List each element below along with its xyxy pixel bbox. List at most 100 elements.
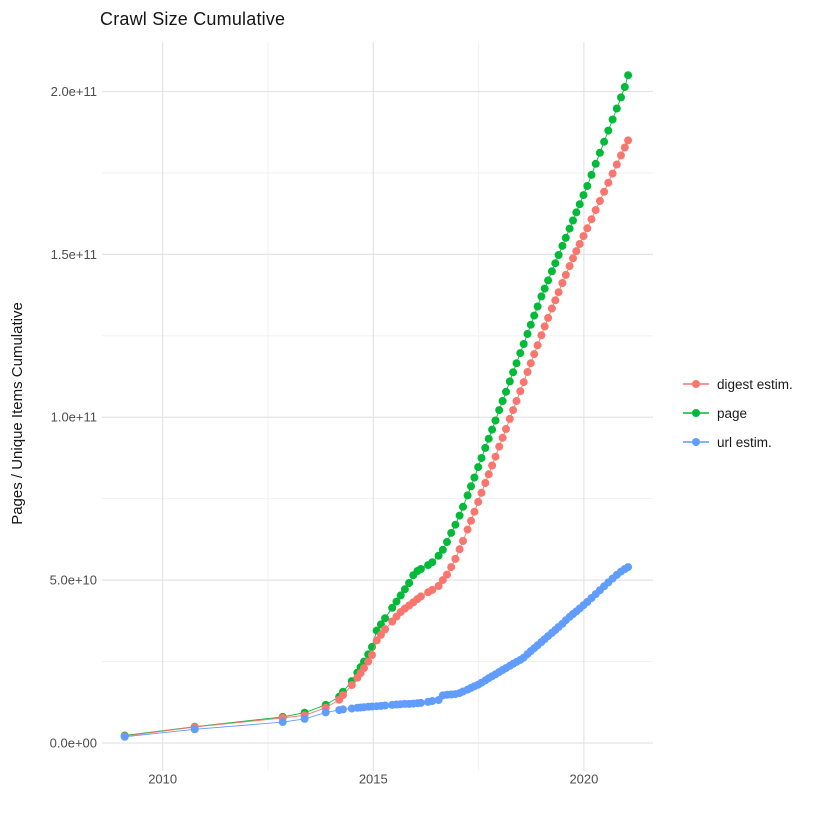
series-point-page	[470, 473, 479, 482]
series-point-digest-estim	[523, 368, 532, 376]
series-point-page	[620, 83, 629, 91]
series-point-page	[434, 551, 443, 560]
series-point-url-estim	[190, 725, 199, 734]
series-point-digest-estim	[368, 651, 376, 659]
series-point-page	[396, 591, 405, 600]
legend-key-url-estim	[683, 438, 709, 446]
series-point-digest-estim	[428, 585, 437, 594]
series-point-page	[523, 329, 532, 338]
y-tick-label: 1.0e+11	[51, 410, 97, 425]
series-point-page	[583, 182, 592, 190]
series-point-page	[505, 377, 514, 386]
series-point-page	[591, 159, 600, 168]
series-point-page	[533, 302, 542, 311]
series-point-digest-estim	[364, 657, 373, 666]
series-point-page	[467, 482, 475, 491]
series-point-digest-estim	[561, 270, 570, 279]
series-point-digest-estim	[547, 304, 556, 313]
series-point-page	[491, 416, 500, 425]
series-point-digest-estim	[516, 387, 525, 396]
series-point-page	[474, 463, 483, 472]
series-point-digest-estim	[551, 296, 560, 305]
series-point-digest-estim	[484, 470, 493, 479]
series-point-page	[540, 284, 549, 293]
series-point-page	[481, 443, 490, 452]
series-point-digest-estim	[537, 331, 546, 340]
series-point-digest-estim	[579, 232, 588, 241]
series-point-page	[381, 614, 390, 623]
series-point-page	[547, 267, 556, 276]
series-point-page	[388, 603, 397, 612]
series-point-page	[526, 320, 535, 329]
series-point-page	[443, 538, 451, 546]
series-point-page	[502, 387, 510, 396]
series-point-digest-estim	[583, 224, 592, 233]
series-point-digest-estim	[451, 554, 460, 563]
y-tick-label: 0.0e+00	[50, 735, 97, 750]
series-point-digest-estim	[434, 582, 443, 590]
series-point-page	[438, 545, 447, 554]
series-point-page	[575, 200, 584, 209]
series-point-page	[604, 126, 613, 135]
series-point-page	[400, 585, 409, 594]
series-point-digest-estim	[491, 452, 500, 461]
series-point-digest-estim	[347, 681, 356, 689]
series-point-page	[565, 224, 574, 233]
series-point-digest-estim	[509, 406, 518, 415]
series-point-page	[587, 170, 596, 179]
series-point-page	[498, 397, 507, 405]
series-point-page	[512, 359, 521, 368]
series-point-digest-estim	[554, 288, 563, 297]
series-point-digest-estim	[360, 664, 368, 673]
series-point-page	[600, 137, 609, 146]
series-point-page	[519, 340, 528, 348]
series-point-digest-estim	[502, 425, 510, 433]
series-point-url-estim	[381, 701, 390, 710]
series-point-page	[572, 208, 581, 217]
legend-key-digest-estim	[683, 380, 709, 388]
series-point-page	[392, 597, 401, 606]
legend-label-url-estim: url estim.	[717, 434, 772, 450]
series-point-page	[595, 148, 604, 157]
legend-item-url-estim: url estim.	[681, 432, 793, 452]
series-point-digest-estim	[470, 507, 479, 516]
legend-label-digest-estim: digest estim.	[717, 376, 793, 392]
series-point-digest-estim	[376, 630, 385, 639]
series-point-page	[477, 454, 486, 462]
series-point-digest-estim	[587, 215, 596, 224]
legend: digest estim. page url estim.	[681, 374, 793, 461]
series-point-digest-estim	[575, 240, 584, 248]
series-point-page	[608, 115, 617, 124]
series-point-page	[561, 233, 570, 242]
series-point-digest-estim	[381, 625, 390, 634]
panel-background	[102, 42, 653, 771]
series-point-url-estim	[300, 714, 309, 723]
series-point-page	[558, 241, 567, 250]
series-point-digest-estim	[604, 178, 613, 187]
series-point-digest-estim	[558, 279, 567, 287]
x-tick-label: 2015	[359, 772, 388, 787]
series-point-page	[428, 558, 437, 567]
legend-item-digest-estim: digest estim.	[681, 374, 793, 394]
series-point-page	[484, 434, 493, 443]
series-point-url-estim	[120, 732, 129, 741]
series-point-page	[530, 311, 539, 320]
series-point-url-estim	[624, 563, 633, 572]
series-point-digest-estim	[481, 479, 490, 487]
series-point-page	[551, 259, 560, 268]
series-point-digest-estim	[512, 397, 521, 405]
series-point-page	[459, 502, 467, 511]
legend-label-page: page	[717, 405, 748, 421]
series-point-page	[554, 251, 563, 259]
series-point-digest-estim	[591, 206, 600, 215]
series-point-digest-estim	[477, 488, 486, 497]
series-point-digest-estim	[416, 592, 425, 601]
series-point-page	[416, 565, 425, 573]
series-point-page	[463, 491, 472, 500]
series-point-digest-estim	[519, 378, 528, 387]
series-point-digest-estim	[600, 187, 609, 196]
series-point-page	[617, 93, 625, 102]
chart-title: Crawl Size Cumulative	[100, 9, 286, 29]
series-point-page	[451, 520, 460, 529]
